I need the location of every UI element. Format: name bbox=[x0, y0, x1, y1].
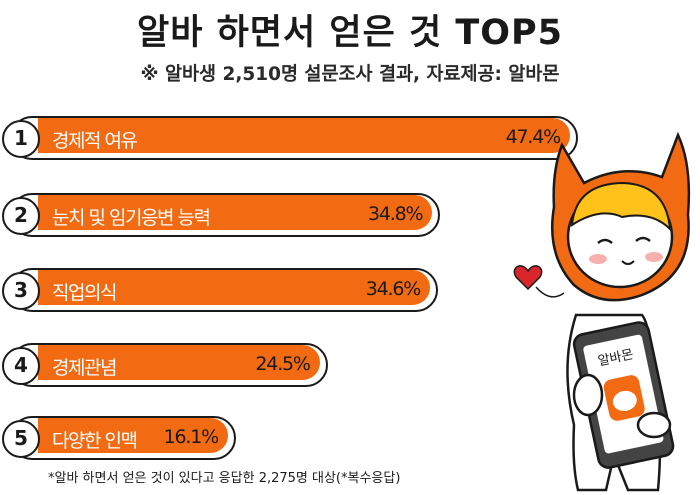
bar-fill bbox=[38, 195, 433, 230]
bar-label: 눈치 및 임기응변 능력 bbox=[52, 207, 211, 229]
bar-row: 3 직업의식 34.6% bbox=[0, 268, 448, 316]
bar-label: 다양한 인맥 bbox=[52, 430, 138, 452]
footnote: *알바 하면서 얻은 것이 있다고 응답한 2,275명 대상(*복수응답) bbox=[48, 471, 401, 486]
bar bbox=[10, 268, 439, 312]
rank-badge: 5 bbox=[2, 420, 40, 458]
bar-fill bbox=[38, 118, 570, 153]
chart-title: 알바 하면서 얻은 것 TOP5 bbox=[137, 13, 563, 53]
bar-value-label: 34.6% bbox=[365, 278, 422, 300]
bar-fill bbox=[38, 270, 431, 305]
bar-label: 경제관념 bbox=[52, 357, 117, 379]
phone-screen-label: 알바몬 bbox=[597, 347, 635, 369]
rank-badge: 4 bbox=[2, 347, 40, 385]
rank-badge: 1 bbox=[2, 120, 40, 158]
bar-value-label: 16.1% bbox=[163, 426, 220, 448]
bar-value-label: 24.5% bbox=[255, 353, 311, 375]
rank-badge: 2 bbox=[2, 197, 40, 235]
bar bbox=[10, 416, 236, 460]
bar-row: 5 다양한 인맥 16.1% bbox=[0, 416, 246, 464]
bar-fill bbox=[38, 418, 228, 453]
bar-label: 직업의식 bbox=[52, 282, 117, 304]
bar-value-label: 34.8% bbox=[367, 203, 424, 225]
bar bbox=[10, 193, 441, 237]
bar-row: 2 눈치 및 임기응변 능력 34.8% bbox=[0, 193, 450, 241]
albamon-mascot-illustration: 알바몬 bbox=[513, 131, 691, 492]
bar-value-label: 47.4% bbox=[505, 126, 562, 148]
bar-row: 4 경제관념 24.5% bbox=[0, 343, 338, 391]
chart-subtitle: ※ 알바생 2,510명 설문조사 결과, 자료제공: 알바몬 bbox=[140, 64, 560, 85]
bar-label: 경제적 여유 bbox=[52, 130, 138, 152]
bar bbox=[10, 116, 578, 160]
bar-row: 1 경제적 여유 47.4% bbox=[0, 116, 588, 164]
rank-badge: 3 bbox=[2, 272, 40, 310]
heart-icon bbox=[513, 265, 543, 291]
bar bbox=[10, 343, 328, 387]
bar-fill bbox=[38, 345, 320, 380]
